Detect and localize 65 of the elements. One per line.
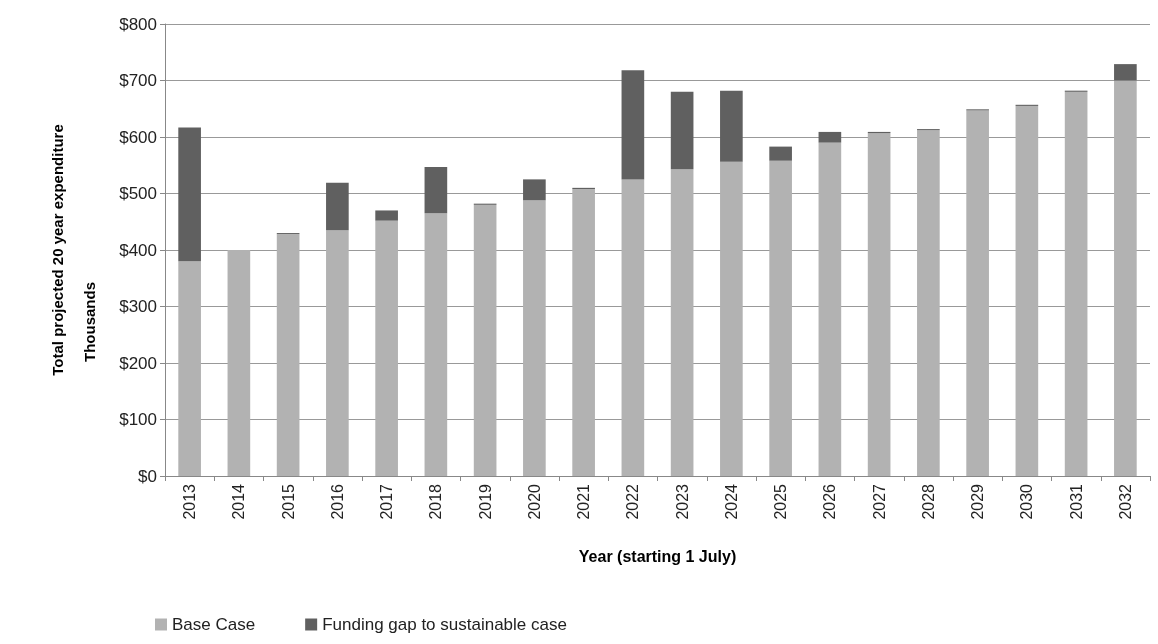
x-axis-title: Year (starting 1 July) <box>578 547 737 565</box>
y-tick-label: $200 <box>119 353 157 373</box>
bar <box>572 188 595 476</box>
bar <box>1064 91 1088 476</box>
x-tick-label: 2031 <box>1067 483 1085 520</box>
x-tick-label: 2032 <box>1116 483 1134 520</box>
x-tick-label: 2014 <box>230 483 248 520</box>
bar <box>818 131 842 143</box>
x-tick-label: 2028 <box>919 483 937 520</box>
bar <box>1015 105 1039 476</box>
bar <box>424 166 448 214</box>
x-tick-label: 2013 <box>181 483 199 520</box>
x-tick-label: 2025 <box>772 483 790 520</box>
bar <box>375 220 398 476</box>
bar <box>621 179 645 476</box>
bar <box>473 204 497 476</box>
y-tick-label: $400 <box>119 240 157 260</box>
x-tick-label: 2026 <box>821 483 839 520</box>
bar <box>720 161 743 476</box>
bar <box>523 179 546 201</box>
bar <box>621 70 645 180</box>
bar <box>769 160 792 476</box>
bar <box>670 169 694 476</box>
bar <box>867 133 891 476</box>
y-tick-label: $0 <box>138 466 157 486</box>
y-axis-title: Total projected 20 year expenditure <box>49 124 66 376</box>
bar <box>178 127 201 262</box>
x-tick-label: 2018 <box>427 483 445 520</box>
bar <box>227 250 251 476</box>
bar <box>326 230 349 476</box>
bar <box>720 90 743 162</box>
y-tick-label: $300 <box>119 297 157 316</box>
x-tick-label: 2023 <box>673 483 691 520</box>
x-tick-label: 2015 <box>279 483 297 520</box>
bar <box>178 261 201 476</box>
y-tick-label: $500 <box>119 184 157 203</box>
bar <box>670 91 694 170</box>
bar <box>276 234 300 476</box>
x-tick-label: 2024 <box>722 483 740 520</box>
bar <box>769 146 792 161</box>
x-tick-label: 2020 <box>525 483 543 520</box>
bar <box>326 182 349 231</box>
x-tick-label: 2021 <box>575 483 593 520</box>
bar <box>917 130 940 476</box>
bar <box>424 213 448 476</box>
x-tick-label: 2022 <box>624 483 642 520</box>
y-tick-label: $100 <box>119 410 157 429</box>
x-tick-label: 2029 <box>969 483 987 520</box>
bar <box>1114 64 1137 81</box>
y-tick-label: $600 <box>119 127 157 147</box>
bar <box>375 210 398 221</box>
x-tick-label: 2017 <box>378 483 396 520</box>
bar <box>1114 80 1137 476</box>
bar <box>523 200 546 476</box>
text: Thousands <box>81 281 98 362</box>
legend-label: Base Case <box>172 615 256 634</box>
x-tick-label: 2019 <box>476 483 494 520</box>
bar <box>818 142 842 476</box>
x-tick-label: 2027 <box>870 483 888 520</box>
x-tick-label: 2030 <box>1018 483 1036 520</box>
y-tick-label: $700 <box>119 71 157 90</box>
legend-label: Funding gap to sustainable case <box>322 615 567 634</box>
y-tick-label: $800 <box>119 14 157 34</box>
x-tick-label: 2016 <box>328 483 346 520</box>
bar <box>966 110 989 476</box>
